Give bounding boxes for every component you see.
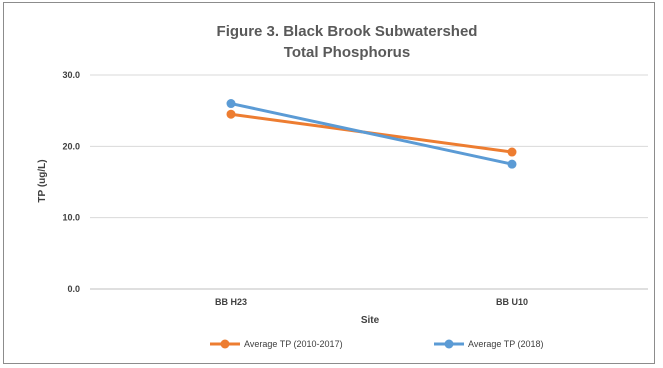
legend-marker-1: [444, 339, 454, 349]
y-tick-label: 30.0: [62, 70, 80, 80]
x-axis-title: Site: [361, 315, 380, 326]
legend: Average TP (2010-2017) Average TP (2018): [210, 339, 544, 349]
x-tick-label: BB U10: [496, 297, 528, 307]
series-line-1: [230, 102, 513, 166]
y-tick-labels: 0.0 10.0 20.0 30.0: [62, 70, 80, 294]
chart-frame: [3, 2, 655, 364]
chart-title-line1: Figure 3. Black Brook Subwatershed: [217, 23, 478, 40]
data-point: [226, 99, 236, 109]
x-tick-labels: BB H23 BB U10: [215, 297, 528, 307]
legend-label-0: Average TP (2010-2017): [244, 339, 343, 349]
data-point: [507, 159, 517, 169]
data-point: [226, 109, 236, 119]
legend-marker-0: [220, 339, 230, 349]
x-tick-label: BB H23: [215, 297, 247, 307]
series-group: [226, 99, 517, 169]
y-tick-label: 10.0: [62, 213, 80, 223]
gridlines: [90, 74, 648, 290]
y-tick-label: 0.0: [67, 284, 80, 294]
y-axis-title: TP (ug/L): [37, 159, 48, 202]
legend-label-1: Average TP (2018): [468, 339, 544, 349]
chart-title-line2: Total Phosphorus: [284, 44, 410, 61]
y-tick-label: 20.0: [62, 141, 80, 151]
data-point: [507, 147, 517, 157]
